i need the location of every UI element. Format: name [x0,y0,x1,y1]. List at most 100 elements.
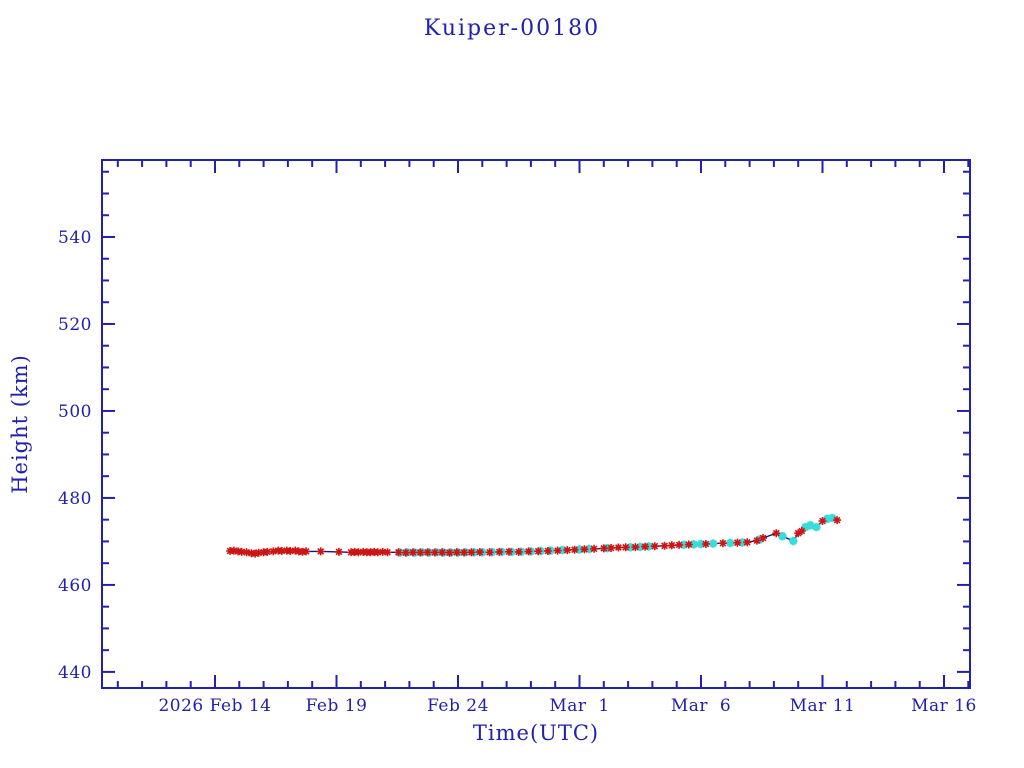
red-asterisk-marker [563,546,572,555]
red-asterisk-marker [614,543,623,552]
x-tick-label: Feb 24 [427,696,489,716]
cyan-asterisk-marker [575,545,584,554]
red-asterisk-marker [254,548,263,557]
cyan-asterisk-marker [636,542,645,552]
red-asterisk-marker [334,547,343,556]
cyan-asterisk-marker [806,521,815,530]
red-asterisk-marker [660,541,669,550]
red-asterisk-marker [543,547,552,555]
y-tick-label: 480 [58,489,92,509]
y-tick-label: 440 [58,663,92,683]
cyan-asterisk-marker [696,539,706,549]
red-asterisk-marker [383,548,392,557]
red-asterisk-marker [430,548,439,557]
red-asterisk-marker [621,543,630,552]
red-asterisk-marker [354,548,363,557]
red-asterisk-marker [759,534,767,542]
red-asterisk-marker [818,517,827,525]
red-asterisk-marker [607,544,616,552]
red-asterisk-marker [495,547,504,556]
red-asterisk-marker [452,548,461,557]
axis-ticks [102,160,970,688]
red-asterisk-marker [291,546,300,555]
red-asterisk-marker [438,548,447,557]
cyan-asterisk-marker [755,535,764,544]
red-asterisk-marker [460,548,469,557]
red-asterisk-marker [772,529,781,538]
x-tick-label: 2026 Feb 14 [158,696,271,716]
red-asterisk-marker [237,547,246,556]
red-asterisk-marker [733,538,742,547]
cyan-asterisk-marker [558,545,567,555]
red-asterisk-marker [416,548,425,557]
x-axis-title: Time(UTC) [472,721,600,745]
cyan-asterisk-marker [679,540,689,549]
red-asterisk-marker [675,540,684,549]
plot-frame [101,159,971,689]
red-asterisk-marker [286,547,295,555]
red-asterisk-marker [570,545,579,554]
red-asterisk-marker [797,527,806,535]
red-asterisk-marker [833,516,842,525]
cyan-asterisk-marker [801,522,810,532]
tick-labels: 440 460 480 500 520 540 2026 Feb 14 Feb 19 Feb 2… [58,228,977,716]
red-asterisk-marker [394,548,403,557]
red-asterisk-marker [242,548,251,557]
x-tick-label: Feb 19 [306,696,368,716]
cyan-asterisk-marker [708,539,718,548]
red-asterisk-marker [378,547,387,556]
red-asterisk-marker [553,546,562,555]
red-asterisk-marker [794,529,803,538]
red-asterisk-marker [475,548,484,557]
chart-title: Kuiper-00180 [423,16,601,41]
x-tick-label: Mar 6 [671,696,731,716]
y-tick-label: 540 [58,228,92,248]
y-tick-label: 500 [58,402,92,422]
red-asterisk-marker [485,548,494,557]
red-asterisk-marker [423,548,432,557]
red-asterisk-marker [718,539,727,548]
red-asterisk-marker [684,540,693,549]
x-tick-label: Mar 1 [549,696,609,716]
red-asterisk-marker [229,546,238,555]
red-asterisk-marker [316,547,325,556]
x-tick-label: Mar 16 [911,696,977,716]
red-asterisk-marker [302,547,311,556]
red-asterisk-marker [752,536,761,545]
red-asterisk-marker [445,548,454,557]
cyan-asterisk-marker [626,543,635,552]
cyan-asterisk-marker [585,544,594,554]
cyan-asterisk-marker [726,538,735,548]
cyan-asterisk-marker [689,540,698,549]
red-asterisk-marker [263,547,272,556]
red-asterisk-marker [599,544,608,553]
red-asterisk-marker [514,547,523,556]
red-asterisk-marker [580,545,589,554]
red-asterisk-marker [743,538,752,547]
red-asterisk-marker [667,541,676,550]
red-asterisk-marker [401,548,410,557]
cyan-asterisk-marker [778,532,787,541]
red-asterisk-marker [373,548,382,557]
red-asterisk-marker [641,542,650,551]
red-asterisk-marker [701,540,710,548]
y-tick-label: 460 [58,576,92,596]
red-asterisk-marker [534,547,543,556]
red-asterisk-marker [590,544,599,553]
red-asterisk-series [226,516,842,558]
red-asterisk-marker [409,548,417,557]
cyan-asterisk-marker [789,536,798,546]
cyan-asterisk-marker [738,538,747,547]
red-asterisk-marker [467,548,476,557]
red-asterisk-marker [524,547,533,556]
y-tick-label: 520 [58,315,92,335]
red-asterisk-marker [505,547,513,556]
cyan-asterisk-marker [823,514,832,523]
red-asterisk-marker [631,543,640,552]
red-asterisk-marker [269,547,278,556]
red-asterisk-marker [650,542,659,551]
red-asterisk-marker [277,547,286,555]
cyan-asterisk-marker [812,522,821,532]
